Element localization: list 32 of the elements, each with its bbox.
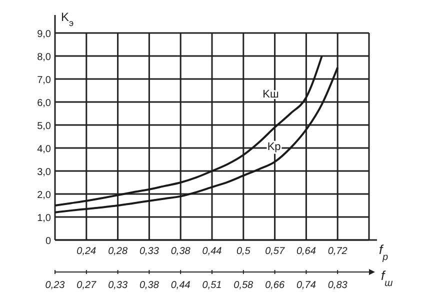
- x-tick-label: 0,38: [170, 246, 191, 257]
- text: 0,74: [296, 280, 316, 291]
- x-tick-label: 0,33: [139, 246, 160, 257]
- x-tick-label: 0,64: [296, 246, 316, 257]
- text: 0,58: [234, 280, 254, 291]
- y-tick-label: 9,0: [37, 29, 52, 40]
- y-tick-label: 5,0: [37, 121, 52, 132]
- text: 0,38: [139, 280, 160, 291]
- x-tick-label: 0,5: [236, 246, 251, 257]
- x-tick-label: 0,28: [108, 246, 128, 257]
- x-tick-label: 0,24: [76, 246, 97, 257]
- y-tick-label: 3,0: [37, 167, 52, 178]
- x-axis-title: f$_{р}$: [379, 242, 389, 262]
- text: 0,83: [328, 280, 348, 291]
- text: 0,66: [265, 280, 285, 291]
- text: 0,23: [45, 280, 66, 291]
- text: 0,27: [76, 280, 97, 291]
- x2-axis-title: f$_{ш}$: [381, 268, 393, 288]
- text: 0,51: [202, 280, 222, 291]
- y-tick-label: 4,0: [37, 144, 52, 155]
- text: 0,44: [170, 280, 191, 291]
- y-tick-label: 2,0: [37, 190, 52, 201]
- x-tick-label: 0,57: [265, 246, 285, 257]
- text: 0,33: [108, 280, 128, 291]
- y-tick-label: 6,0: [37, 98, 52, 109]
- y-tick-label: 0: [45, 236, 52, 247]
- x-tick-label: 0,44: [202, 246, 222, 257]
- y-axis-title: K$_{э}$: [61, 10, 74, 28]
- y-tick-label: 8,0: [37, 52, 52, 63]
- y-tick-label: 7,0: [37, 75, 52, 86]
- y-tick-label: 1,0: [37, 213, 52, 224]
- x-tick-label: 0,72: [328, 246, 348, 257]
